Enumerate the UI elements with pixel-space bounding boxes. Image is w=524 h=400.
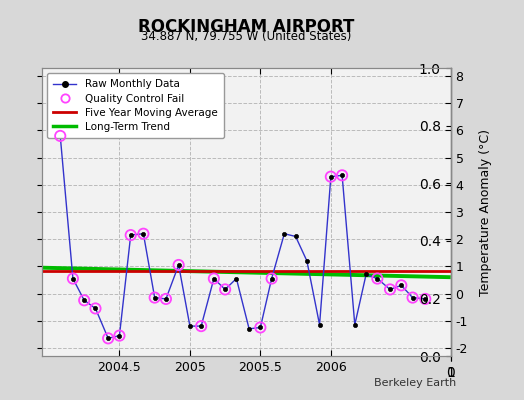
Point: [56, 133, 64, 139]
Y-axis label: Temperature Anomaly (°C): Temperature Anomaly (°C): [479, 128, 492, 296]
Point: [408, 294, 417, 301]
Point: [221, 286, 230, 293]
Point: [386, 286, 394, 293]
Point: [104, 335, 112, 342]
Point: [421, 296, 430, 302]
Point: [210, 275, 218, 282]
Point: [91, 305, 100, 312]
Point: [256, 324, 265, 331]
Text: Berkeley Earth: Berkeley Earth: [374, 378, 456, 388]
Text: 34.887 N, 79.755 W (United States): 34.887 N, 79.755 W (United States): [141, 30, 352, 43]
Point: [162, 296, 170, 302]
Point: [397, 282, 406, 288]
Point: [80, 297, 89, 304]
Point: [338, 172, 346, 178]
Text: ROCKINGHAM AIRPORT: ROCKINGHAM AIRPORT: [138, 18, 354, 36]
Point: [126, 232, 135, 238]
Point: [326, 174, 335, 180]
Point: [115, 332, 124, 339]
Legend: Raw Monthly Data, Quality Control Fail, Five Year Moving Average, Long-Term Tren: Raw Monthly Data, Quality Control Fail, …: [47, 73, 224, 138]
Point: [197, 323, 205, 329]
Point: [373, 275, 381, 282]
Point: [267, 275, 276, 282]
Point: [139, 230, 148, 237]
Point: [174, 262, 183, 268]
Point: [150, 294, 159, 301]
Point: [69, 275, 77, 282]
